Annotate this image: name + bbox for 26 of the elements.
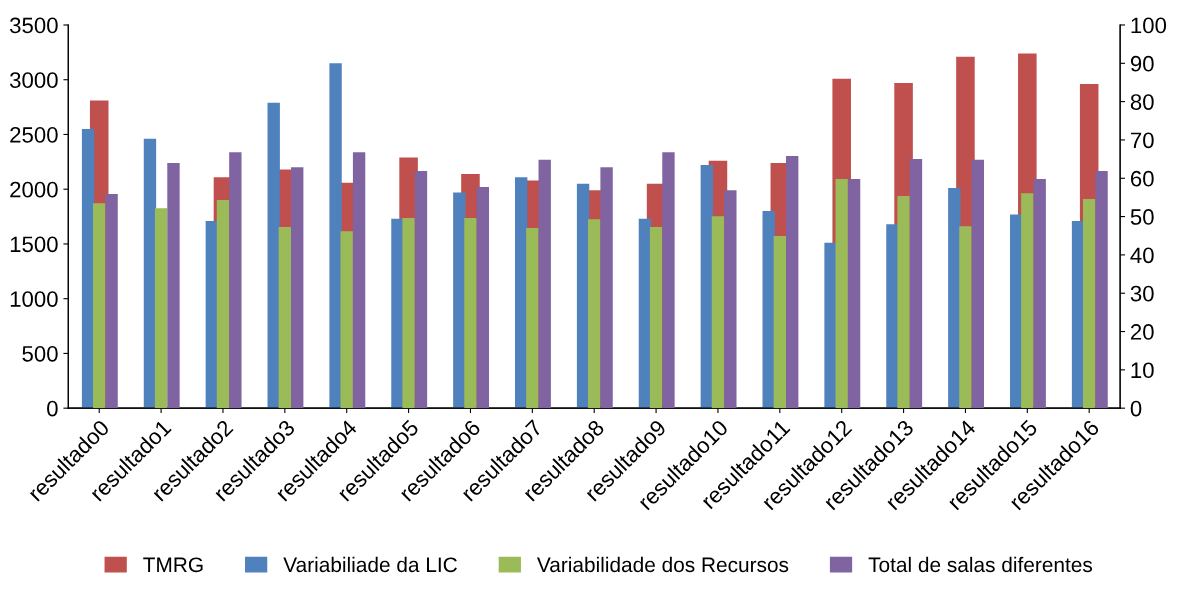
y-tick-label: 500 bbox=[22, 345, 58, 362]
legend-label: Total de salas diferentes bbox=[868, 556, 1093, 573]
y2-tick-label: 0 bbox=[1130, 400, 1142, 417]
y-tick-label: 3000 bbox=[9, 72, 58, 88]
y-tick-label: 0 bbox=[47, 400, 58, 417]
y2-tick-label: 10 bbox=[1131, 362, 1154, 379]
y2-tick-label: 20 bbox=[1130, 324, 1154, 340]
legend-label: Variabilidade dos Recursos bbox=[536, 556, 789, 573]
y2-tick-label: 30 bbox=[1130, 285, 1154, 302]
legend-label: TMRG bbox=[143, 557, 203, 573]
y2-tick-label: 80 bbox=[1130, 94, 1154, 110]
y2-tick-label: 100 bbox=[1131, 17, 1167, 34]
bar bbox=[291, 167, 304, 409]
y-tick-label: 3500 bbox=[9, 17, 58, 34]
bar bbox=[167, 162, 180, 409]
y2-tick-label: 90 bbox=[1130, 55, 1154, 72]
y2-tick-label: 50 bbox=[1130, 209, 1154, 225]
y-tick-label: 1500 bbox=[10, 236, 58, 253]
y-tick-label: 1000 bbox=[10, 291, 58, 307]
y-tick-label: 2000 bbox=[10, 181, 58, 198]
y2-tick-label: 40 bbox=[1130, 247, 1154, 264]
y2-tick-label: 60 bbox=[1130, 170, 1154, 187]
y2-tick-label: 70 bbox=[1130, 132, 1154, 149]
legend-label: Variabiliade da LIC bbox=[283, 556, 457, 573]
bar bbox=[786, 156, 799, 409]
y-tick-label: 2500 bbox=[10, 127, 58, 143]
